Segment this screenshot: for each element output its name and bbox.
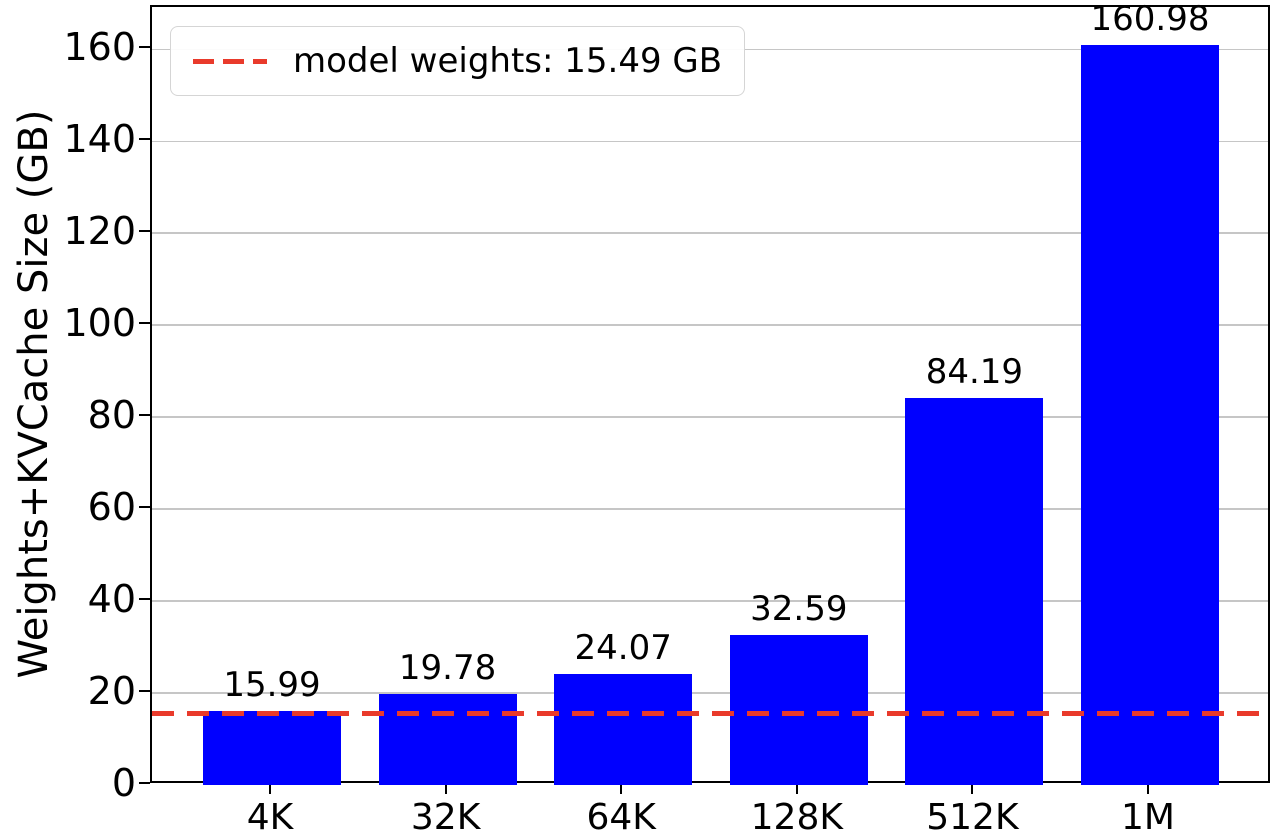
- gridline: [152, 416, 1268, 418]
- x-tick-label-4K: 4K: [246, 797, 294, 836]
- bar-512K: [905, 397, 1044, 785]
- bar-4K: [203, 711, 341, 785]
- x-tick-mark: [795, 783, 798, 794]
- bar-value-label: 84.19: [925, 351, 1024, 392]
- gridline: [152, 140, 1268, 142]
- x-tick-label-128K: 128K: [750, 797, 843, 836]
- y-tick-label: 140: [63, 117, 136, 162]
- x-tick-label-32K: 32K: [410, 797, 481, 836]
- x-tick-mark: [971, 783, 974, 794]
- y-tick-mark: [139, 506, 150, 509]
- x-tick-mark: [269, 783, 271, 794]
- bar-value-label: 32.59: [750, 589, 848, 630]
- bar-1M: [1081, 44, 1219, 785]
- y-tick-label: 100: [63, 301, 136, 346]
- y-tick-mark: [139, 598, 150, 601]
- x-tick-mark: [444, 783, 447, 794]
- gridline: [152, 508, 1268, 510]
- x-tick-label-64K: 64K: [586, 797, 656, 836]
- y-tick-mark: [139, 322, 150, 325]
- x-tick-mark: [1147, 783, 1149, 794]
- y-tick-mark: [139, 414, 150, 417]
- legend-label: model weights: 15.49 GB: [293, 41, 723, 81]
- bar-value-label: 24.07: [574, 628, 672, 669]
- x-tick-label-512K: 512K: [926, 797, 1019, 836]
- y-tick-mark: [139, 690, 150, 693]
- y-tick-label: 120: [63, 209, 136, 254]
- bar-value-label: 19.78: [398, 648, 497, 689]
- y-tick-label: 80: [87, 393, 136, 438]
- gridline: [152, 600, 1268, 602]
- model-weights-threshold-line: [152, 711, 1268, 717]
- y-tick-mark: [139, 782, 150, 784]
- gridline: [152, 692, 1268, 694]
- y-tick-label: 60: [87, 485, 136, 530]
- gridline: [152, 232, 1268, 234]
- y-tick-label: 20: [87, 669, 136, 714]
- x-tick-label-1M: 1M: [1121, 797, 1175, 836]
- legend: model weights: 15.49 GB: [170, 26, 746, 96]
- y-tick-mark: [139, 230, 150, 233]
- y-tick-label: 40: [87, 577, 136, 622]
- bar-32K: [378, 694, 517, 785]
- x-tick-mark: [620, 783, 623, 794]
- bar-64K: [554, 674, 693, 785]
- plot-area: 15.99 19.78 24.07 32.59 84.19 160.98 model we…: [150, 0, 1270, 785]
- y-tick-label: 160: [63, 25, 136, 70]
- dashed-line-icon: [193, 58, 267, 64]
- y-tick-label: 0: [111, 761, 136, 805]
- bar-value-label: 15.99: [223, 665, 321, 706]
- gridline: [152, 324, 1268, 326]
- bar-value-label: 160.98: [1090, 0, 1210, 39]
- y-axis-label: Weights+KVCache Size (GB): [11, 109, 57, 679]
- y-tick-mark: [139, 46, 150, 49]
- bar-128K: [729, 635, 868, 785]
- y-tick-mark: [139, 138, 150, 141]
